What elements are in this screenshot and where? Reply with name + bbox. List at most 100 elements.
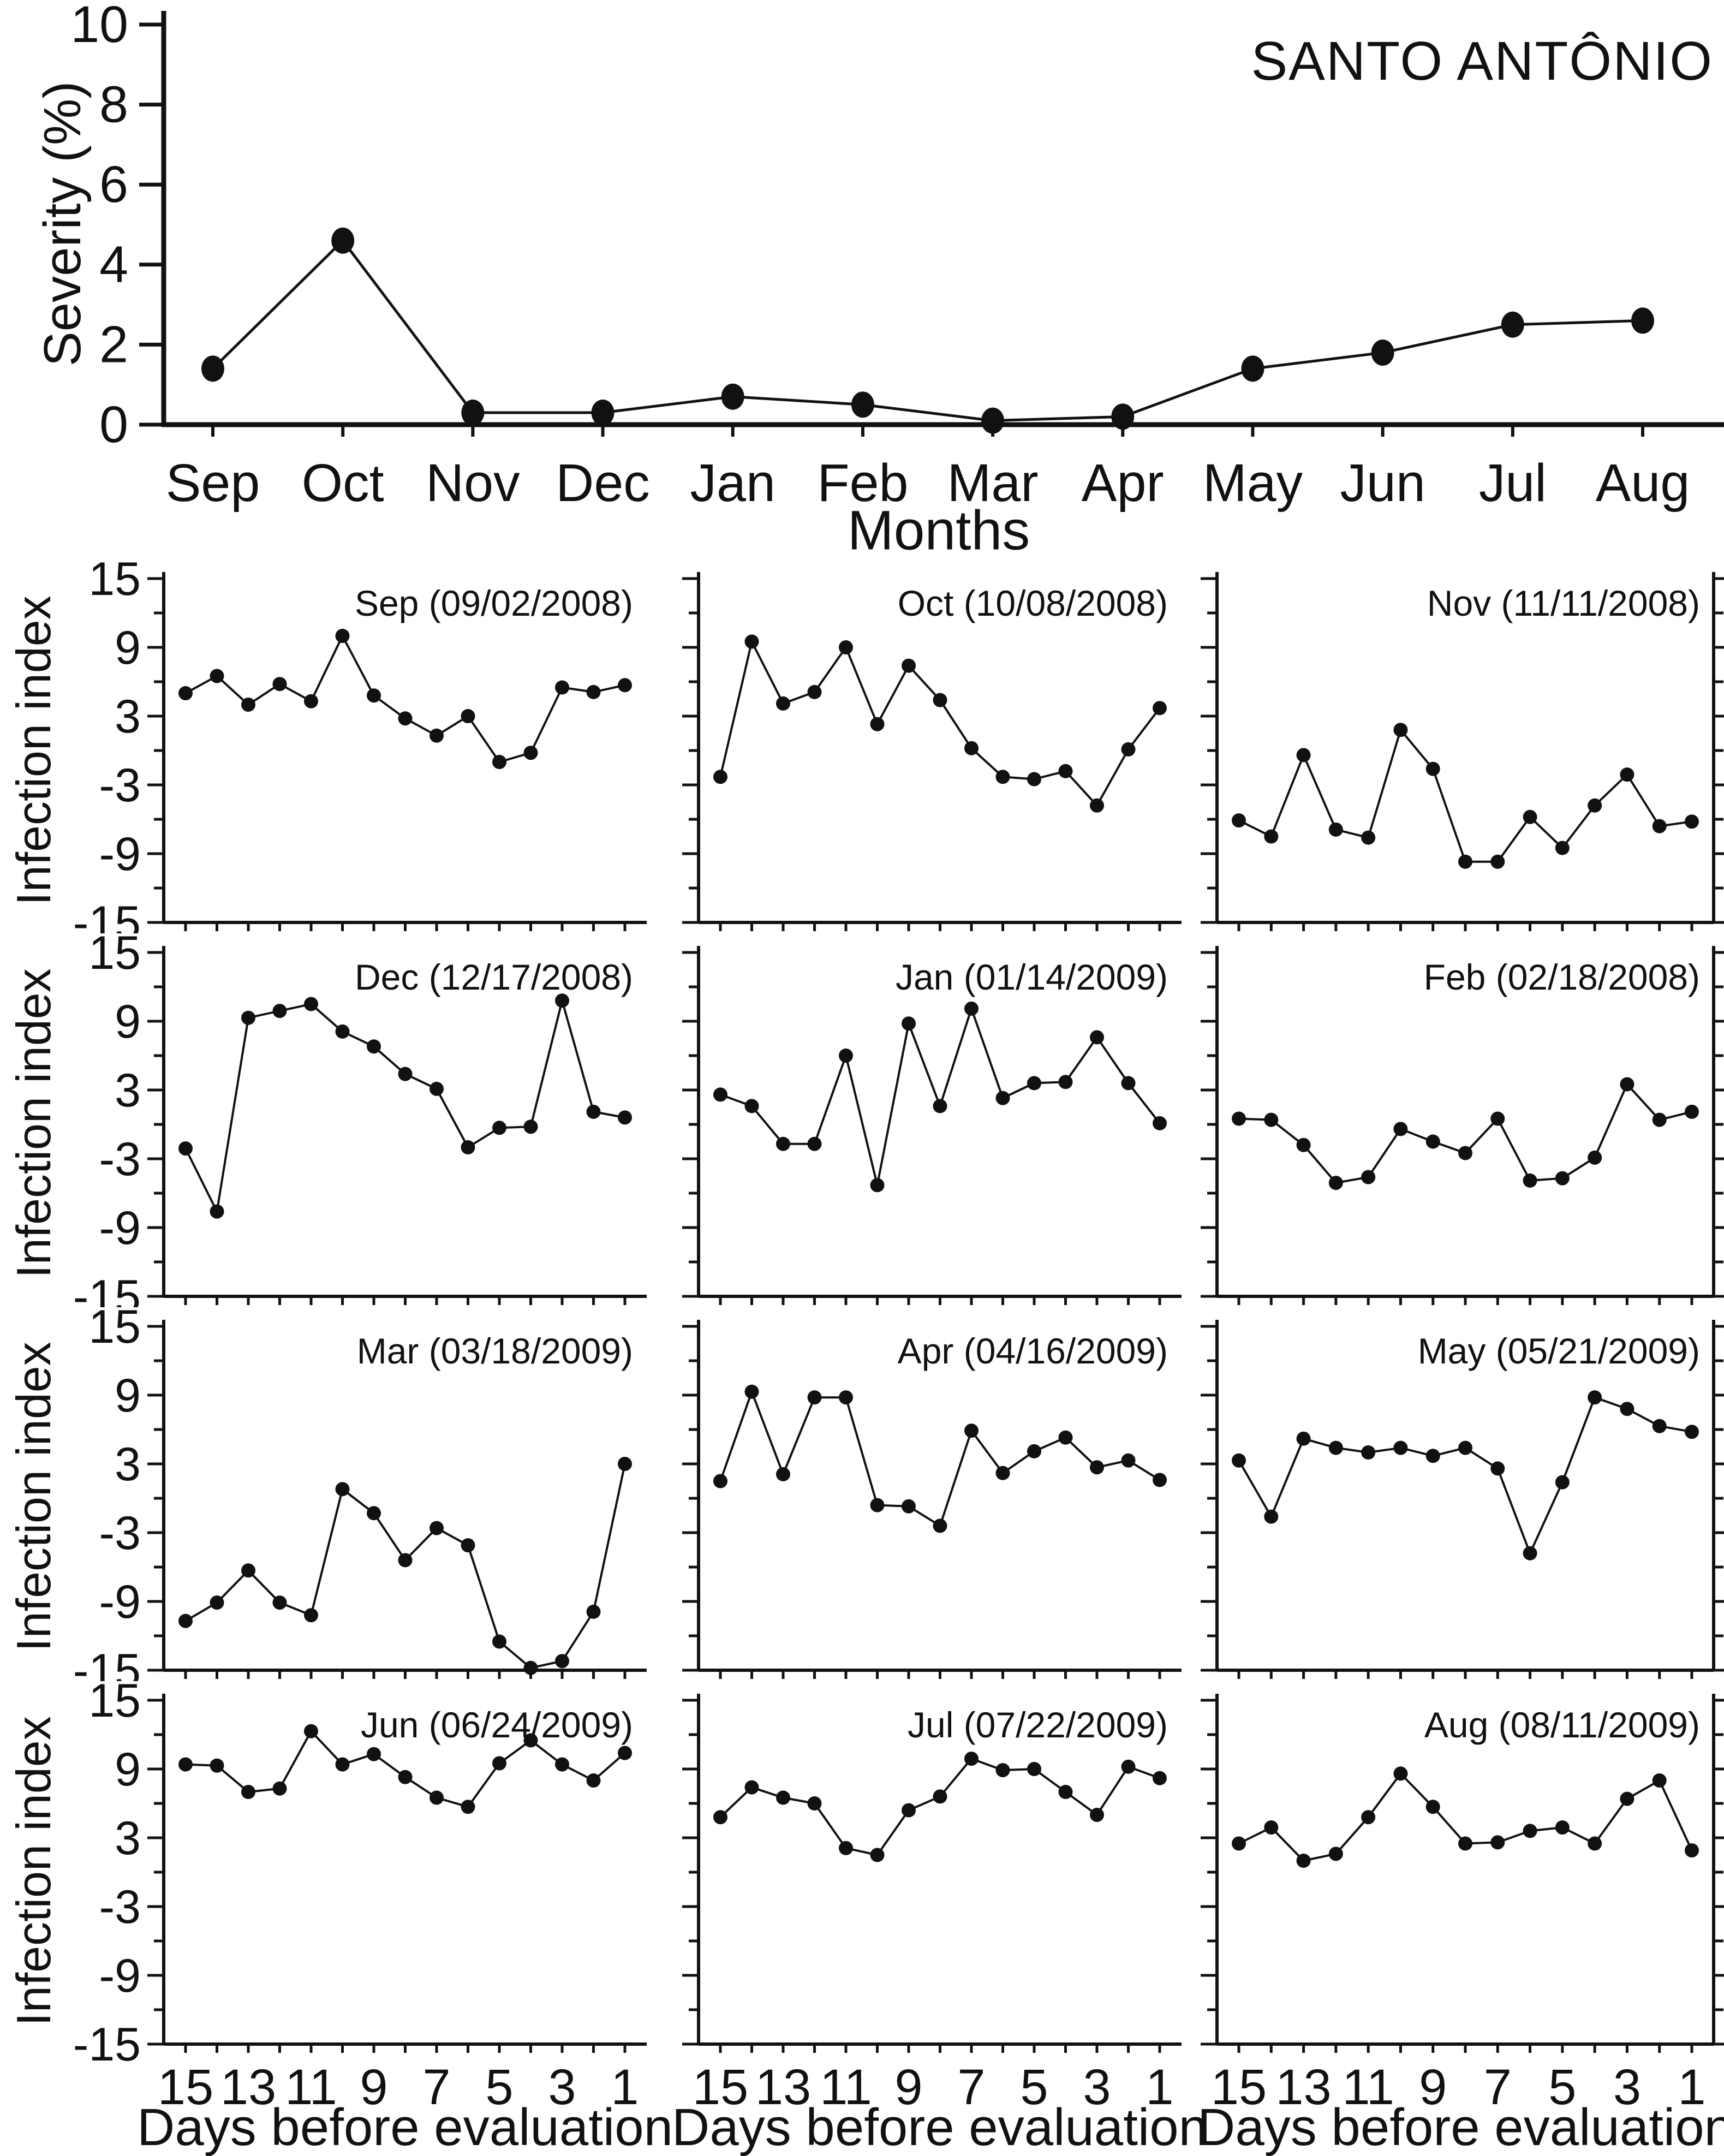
data-point <box>1058 1075 1073 1089</box>
data-point <box>1555 841 1570 855</box>
data-point <box>178 1757 193 1772</box>
data-point <box>1458 1440 1472 1455</box>
data-point <box>1620 1791 1634 1806</box>
data-point <box>776 1467 790 1481</box>
data-point <box>241 1785 255 1799</box>
infection-line <box>719 1757 1160 1856</box>
data-point <box>367 1506 381 1521</box>
data-point <box>618 1746 632 1760</box>
subplot-mar-canvas: -15 -9 -3 3 9 15 Mar (03/18/2009) <box>73 1307 647 1681</box>
data-point <box>241 1010 255 1025</box>
severity-chart-canvas: 0 2 4 6 8 10 Sep Oct Nov Dec Jan Feb Mar Apr May Jun Jul… <box>70 0 1724 513</box>
subplot-feb-canvas: Feb (02/18/2008) <box>1201 946 1724 1305</box>
data-point <box>586 1104 601 1119</box>
data-point <box>964 1424 979 1438</box>
y-tick-label: -9 <box>99 828 141 880</box>
data-point <box>398 1067 413 1081</box>
x-tick-label: 13 <box>1275 2059 1331 2115</box>
data-point <box>1264 829 1279 844</box>
data-point <box>618 1457 632 1471</box>
data-point <box>1588 1836 1602 1851</box>
y-tick-label: 10 <box>70 0 128 53</box>
subplot-title: Jun (06/24/2009) <box>361 1705 633 1745</box>
data-point <box>335 629 350 643</box>
subplot-title: Mar (03/18/2009) <box>357 1331 633 1371</box>
subplot-aug-canvas: 15 13 11 9 7 5 3 1 Aug (08/11/2009) <box>1201 1694 1724 2115</box>
data-point <box>870 717 885 731</box>
y-tick-label: -3 <box>99 759 141 812</box>
y-tick-label: 15 <box>88 933 141 979</box>
data-point <box>744 1099 759 1113</box>
data-point <box>933 1099 947 1113</box>
data-point <box>995 1091 1010 1105</box>
data-point <box>744 634 759 649</box>
data-point <box>210 1595 224 1610</box>
month-label: Sep <box>166 453 260 513</box>
infection-line <box>1238 1396 1692 1556</box>
data-point <box>1296 1431 1311 1446</box>
data-point <box>1685 1104 1699 1119</box>
data-point <box>461 1800 475 1814</box>
data-point <box>1264 1112 1279 1127</box>
data-point-Jun <box>1371 340 1394 366</box>
y-tick-label: 6 <box>99 156 128 213</box>
data-point <box>429 1521 444 1535</box>
infection-axis-label-row3: Infection index <box>7 1342 61 1652</box>
data-point <box>1232 1836 1246 1851</box>
subplot-title: Dec (12/17/2008) <box>355 957 633 997</box>
data-point <box>870 1498 885 1512</box>
subplot-title: Sep (09/02/2008) <box>355 583 633 623</box>
x-tick-label: 5 <box>1020 2059 1048 2115</box>
data-point <box>1121 1076 1136 1091</box>
data-point <box>1090 798 1104 813</box>
data-point <box>304 997 318 1011</box>
data-point <box>1232 1111 1246 1126</box>
y-tick-label: 0 <box>99 396 128 454</box>
data-point <box>1393 1440 1408 1455</box>
x-tick-label: 13 <box>755 2059 811 2115</box>
x-tick-label: 9 <box>894 2059 922 2115</box>
data-point-Nov <box>461 400 485 426</box>
data-point <box>555 680 569 695</box>
data-point <box>964 1001 979 1016</box>
data-point <box>1393 1766 1408 1781</box>
month-label: Nov <box>426 453 520 513</box>
data-point <box>776 1136 790 1151</box>
data-point <box>1090 1460 1104 1475</box>
data-point <box>1685 1425 1699 1439</box>
data-point <box>272 1781 287 1796</box>
data-point <box>807 1796 822 1810</box>
data-point <box>713 770 727 784</box>
subplot-apr-canvas: Apr (04/16/2009) <box>682 1320 1182 1679</box>
data-point <box>178 1613 193 1628</box>
data-point <box>1121 1759 1136 1774</box>
subplot-title: Feb (02/18/2008) <box>1424 957 1700 997</box>
subplot-title: Jul (07/22/2009) <box>908 1705 1168 1745</box>
x-tick-label: 15 <box>1211 2059 1267 2115</box>
data-point <box>1523 1546 1537 1561</box>
data-point <box>367 1039 381 1054</box>
data-point <box>933 693 947 707</box>
data-point <box>1523 1824 1537 1838</box>
data-point <box>210 1204 224 1219</box>
month-label: Aug <box>1596 453 1690 513</box>
data-point-Mar <box>981 407 1005 434</box>
data-point <box>1588 1390 1602 1405</box>
data-point <box>1328 822 1343 837</box>
data-point <box>839 1390 853 1405</box>
data-point <box>1027 1444 1041 1458</box>
data-point <box>335 1482 350 1497</box>
data-point <box>398 711 413 726</box>
y-tick-label: 8 <box>99 76 128 134</box>
data-point <box>1232 813 1246 828</box>
data-point <box>995 1466 1010 1480</box>
data-point <box>429 1790 444 1805</box>
data-point <box>1425 1449 1440 1463</box>
data-point <box>523 1119 538 1134</box>
x-tick-label: 11 <box>820 2059 872 2115</box>
days-axis-label-col1: Days before evaluation <box>137 2098 673 2156</box>
data-point <box>1027 772 1041 787</box>
data-point <box>744 1780 759 1795</box>
data-point-Jan <box>721 383 744 410</box>
